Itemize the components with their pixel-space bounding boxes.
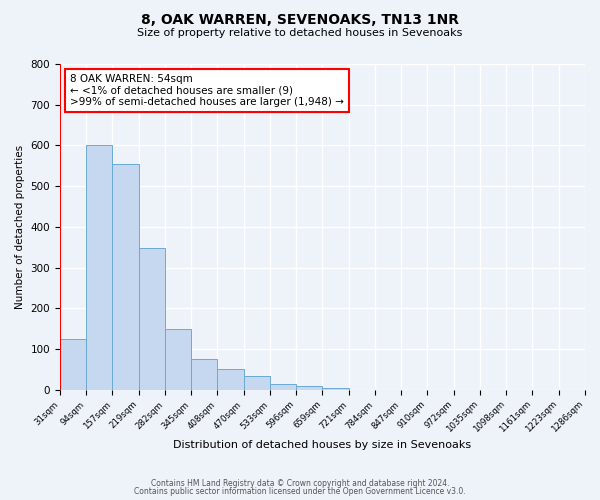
Bar	[112, 164, 139, 390]
Bar	[191, 360, 217, 390]
Bar	[60, 339, 86, 390]
Bar	[139, 248, 165, 390]
Text: Contains public sector information licensed under the Open Government Licence v3: Contains public sector information licen…	[134, 487, 466, 496]
Bar	[244, 376, 270, 390]
Bar	[322, 388, 349, 390]
Bar	[270, 384, 296, 390]
Bar	[296, 386, 322, 390]
Text: 8 OAK WARREN: 54sqm
← <1% of detached houses are smaller (9)
>99% of semi-detach: 8 OAK WARREN: 54sqm ← <1% of detached ho…	[70, 74, 344, 107]
Text: 8, OAK WARREN, SEVENOAKS, TN13 1NR: 8, OAK WARREN, SEVENOAKS, TN13 1NR	[141, 12, 459, 26]
Bar	[86, 146, 112, 390]
Text: Size of property relative to detached houses in Sevenoaks: Size of property relative to detached ho…	[137, 28, 463, 38]
Bar	[165, 328, 191, 390]
X-axis label: Distribution of detached houses by size in Sevenoaks: Distribution of detached houses by size …	[173, 440, 472, 450]
Bar	[217, 368, 244, 390]
Text: Contains HM Land Registry data © Crown copyright and database right 2024.: Contains HM Land Registry data © Crown c…	[151, 478, 449, 488]
Y-axis label: Number of detached properties: Number of detached properties	[15, 145, 25, 309]
